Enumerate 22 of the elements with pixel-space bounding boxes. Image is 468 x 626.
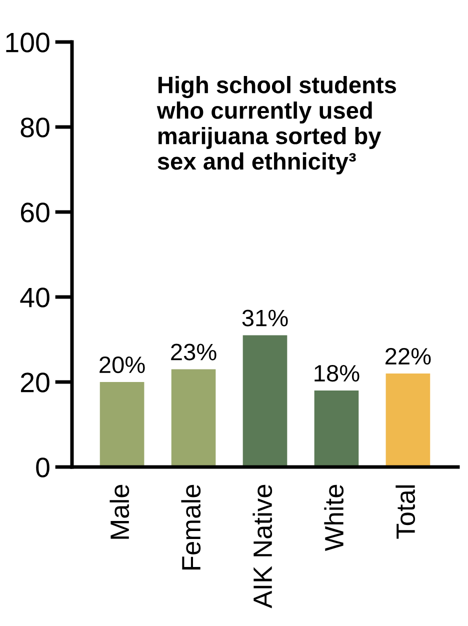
data-label: 23% (171, 344, 216, 360)
y-tick-label: 40 (20, 288, 50, 308)
x-tick-label: White (324, 484, 344, 552)
y-tick-label: 20 (20, 372, 50, 392)
x-tick-label: Male (110, 484, 130, 539)
data-label: 20% (100, 356, 145, 374)
y-tick-label: 0 (36, 458, 50, 478)
y-tick-label: 60 (20, 202, 50, 222)
x-tick-label: AIK Native (252, 484, 272, 608)
y-tick-label: 100 (6, 32, 50, 52)
bar (171, 369, 216, 467)
bar (100, 382, 144, 467)
x-tick-label: Total (396, 485, 416, 539)
data-label: 18% (314, 364, 360, 382)
x-tick-label: Female (181, 484, 201, 570)
bar (242, 335, 288, 467)
text: High school students who currently used marijuana sorted by sex and ethnicity³ (156, 76, 396, 174)
y-tick-label: 80 (20, 118, 50, 138)
data-label: 31% (242, 310, 288, 326)
data-label: 22% (386, 348, 431, 365)
bar (314, 390, 359, 467)
bar (386, 374, 430, 467)
